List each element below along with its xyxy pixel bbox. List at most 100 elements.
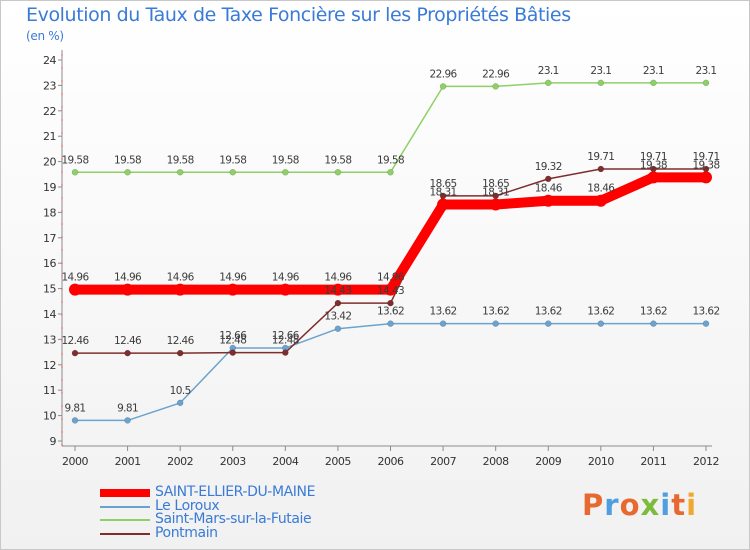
- y-unit-label: (en %): [26, 29, 64, 43]
- proxiti-logo: Proxiti: [582, 488, 697, 522]
- series-point-2: [282, 169, 289, 176]
- data-label-3: 19.71: [692, 151, 719, 163]
- data-label-1: 13.62: [482, 306, 509, 318]
- data-label-0: 19.38: [692, 159, 719, 171]
- y-tick-label: 17: [43, 232, 56, 245]
- data-label-3: 19.32: [535, 161, 562, 173]
- data-label-2: 23.1: [696, 65, 717, 77]
- data-label-1: 10.5: [170, 385, 191, 397]
- x-tick-label: 2001: [115, 455, 141, 468]
- data-label-0: 14.96: [272, 272, 300, 284]
- series-point-3: [597, 165, 605, 173]
- logo-letter: t: [671, 488, 687, 522]
- data-label-2: 19.58: [219, 154, 246, 166]
- data-label-0: 14.96: [167, 272, 195, 284]
- logo-letter: x: [640, 488, 661, 522]
- series-point-1: [597, 320, 605, 327]
- x-tick-label: 2010: [588, 455, 614, 468]
- data-label-0: 14.96: [377, 272, 405, 284]
- logo-letter: P: [582, 488, 605, 522]
- series-point-0: [542, 194, 555, 207]
- data-label-1: 13.62: [692, 306, 719, 318]
- legend-label: Pontmain: [155, 524, 218, 541]
- series-point-3: [334, 299, 342, 307]
- x-tick-label: 2000: [62, 455, 88, 468]
- y-tick-label: 9: [50, 435, 57, 448]
- series-point-1: [650, 320, 657, 327]
- legend-swatch: [100, 505, 150, 508]
- series-point-2: [387, 169, 394, 176]
- series-point-0: [279, 283, 292, 296]
- series-point-1: [124, 417, 131, 424]
- series-point-0: [331, 283, 344, 296]
- data-label-1: 12.66: [219, 330, 247, 342]
- series-point-0: [489, 198, 502, 211]
- series-point-2: [334, 169, 342, 176]
- series-point-1: [545, 320, 552, 327]
- data-label-1: 9.81: [65, 402, 86, 414]
- series-point-1: [334, 325, 342, 332]
- y-tick-label: 19: [43, 181, 56, 194]
- series-point-3: [545, 175, 552, 183]
- y-tick-label: 22: [43, 105, 56, 118]
- series-point-1: [176, 399, 184, 407]
- series-point-3: [282, 349, 289, 356]
- series-point-2: [176, 169, 184, 176]
- data-label-2: 19.58: [167, 154, 194, 166]
- series-point-0: [69, 283, 81, 296]
- x-tick-label: 2005: [325, 455, 351, 468]
- data-label-2: 23.1: [538, 65, 559, 77]
- data-label-0: 18.31: [482, 187, 509, 199]
- logo-letter: i: [660, 488, 672, 522]
- series-point-3: [71, 349, 79, 357]
- series-point-2: [439, 83, 447, 90]
- legend-swatch: [100, 489, 150, 497]
- x-tick-label: 2004: [272, 455, 298, 468]
- y-tick-label: 20: [43, 156, 56, 169]
- data-label-0: 14.96: [219, 272, 247, 284]
- data-label-0: 18.31: [430, 187, 457, 199]
- legend-label: Saint-Mars-sur-la-Futaie: [155, 511, 312, 527]
- series-point-2: [702, 79, 710, 87]
- y-tick-label: 11: [43, 384, 56, 397]
- data-label-0: 18.46: [587, 183, 615, 195]
- data-label-2: 22.96: [430, 68, 458, 80]
- series-point-2: [229, 169, 236, 176]
- data-label-0: 19.38: [640, 159, 667, 171]
- legend-label: Le Loroux: [155, 497, 220, 514]
- series-point-0: [647, 171, 660, 184]
- x-tick-label: 2007: [430, 455, 456, 468]
- y-tick-label: 14: [43, 308, 56, 321]
- y-tick-label: 13: [43, 333, 56, 346]
- data-label-3: 12.48: [272, 335, 299, 347]
- data-label-1: 13.62: [430, 306, 457, 318]
- data-label-0: 14.96: [324, 272, 352, 284]
- x-tick-label: 2008: [483, 455, 509, 468]
- series-point-2: [597, 79, 605, 87]
- data-label-1: 12.66: [272, 330, 300, 342]
- series-point-1: [439, 320, 447, 327]
- data-label-3: 19.71: [587, 151, 614, 163]
- series-point-0: [594, 194, 607, 207]
- series-point-3: [229, 349, 236, 356]
- y-tick-label: 23: [43, 79, 56, 92]
- x-tick-label: 2011: [640, 455, 666, 468]
- data-label-3: 18.65: [430, 178, 457, 190]
- x-tick-label: 2012: [693, 455, 719, 468]
- data-label-2: 22.96: [482, 68, 510, 80]
- data-label-2: 19.58: [61, 154, 88, 166]
- x-tick-label: 2006: [378, 455, 404, 468]
- data-label-3: 12.46: [114, 335, 142, 347]
- y-tick-label: 10: [43, 410, 56, 423]
- logo-letter: r: [604, 488, 620, 522]
- series-point-2: [650, 79, 657, 87]
- legend-swatch: [100, 532, 150, 535]
- data-label-3: 18.65: [482, 178, 509, 190]
- series-point-2: [545, 79, 552, 87]
- x-tick-label: 2009: [535, 455, 561, 468]
- y-tick-label: 15: [43, 283, 56, 296]
- x-tick-label: 2003: [220, 455, 246, 468]
- data-label-3: 14.43: [377, 285, 404, 297]
- data-label-0: 14.96: [61, 272, 89, 284]
